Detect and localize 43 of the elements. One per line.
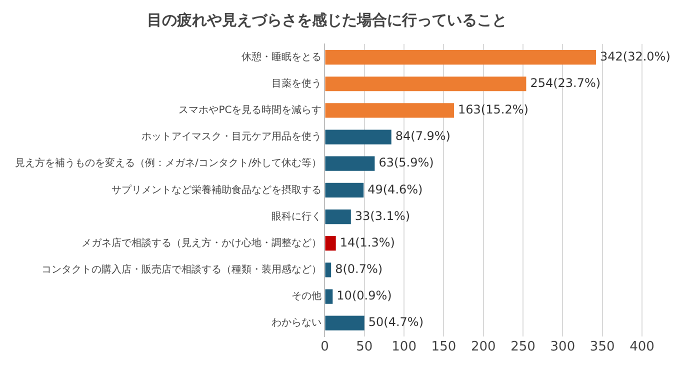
y-tick-label: 目薬を使う — [272, 77, 322, 90]
data-label: 50(4.7%) — [368, 315, 424, 330]
y-tick-label: サプリメントなど栄養補助食品などを摂取する — [112, 184, 322, 196]
y-tick-label: 見え方を補うものを変える（例：メガネ/コンタクト/外して休む等） — [14, 157, 322, 170]
bar — [325, 236, 336, 251]
x-tick-label: 50 — [356, 340, 373, 355]
y-tick-label: その他 — [292, 290, 322, 302]
data-label: 49(4.6%) — [368, 182, 423, 196]
bar — [325, 262, 332, 278]
bar — [325, 50, 596, 65]
y-tick-label: ホットアイマスク・目元ケア用品を使う — [142, 132, 322, 143]
data-label: 163(15.2%) — [458, 102, 528, 117]
bar — [325, 289, 333, 304]
x-tick-label: 300 — [550, 340, 576, 355]
x-tick-label: 200 — [470, 340, 496, 355]
y-tick-label: 眼科に行く — [272, 210, 322, 222]
data-label: 14(1.3%) — [340, 235, 395, 250]
y-tick-label: わからない — [272, 318, 322, 329]
bar — [325, 76, 526, 92]
x-tick-label: 0 — [320, 340, 329, 355]
data-label: 33(3.1%) — [354, 208, 410, 223]
data-label: 8(0.7%) — [335, 262, 383, 276]
data-label: 10(0.9%) — [336, 288, 392, 303]
x-tick-label: 100 — [392, 340, 416, 355]
bar — [325, 130, 392, 144]
y-tick-label: コンタクトの購入店・販売店で相談する（種類・装用感など） — [42, 264, 322, 276]
y-tick-label: 休憩・睡眠をとる — [242, 50, 322, 63]
y-tick-label: メガネ店で相談する（見え方・かけ心地・調整など） — [82, 236, 322, 249]
bar — [325, 182, 364, 198]
data-label: 254(23.7%) — [530, 76, 601, 90]
data-label: 84(7.9%) — [395, 129, 450, 144]
bar — [325, 316, 364, 330]
data-label: 63(5.9%) — [378, 156, 434, 170]
x-tick-label: 400 — [630, 340, 654, 355]
y-tick-label: スマホやPCを見る時間を減らす — [178, 104, 322, 116]
chart-title: 目の疲れや見えづらさを感じた場合に行っていること — [147, 10, 507, 29]
bar — [325, 103, 454, 118]
bar — [325, 156, 375, 171]
x-tick-label: 150 — [431, 340, 456, 355]
data-label: 342(32.0%) — [600, 49, 670, 64]
bar — [325, 209, 351, 224]
x-tick-label: 250 — [510, 340, 536, 355]
x-tick-label: 350 — [590, 340, 615, 355]
